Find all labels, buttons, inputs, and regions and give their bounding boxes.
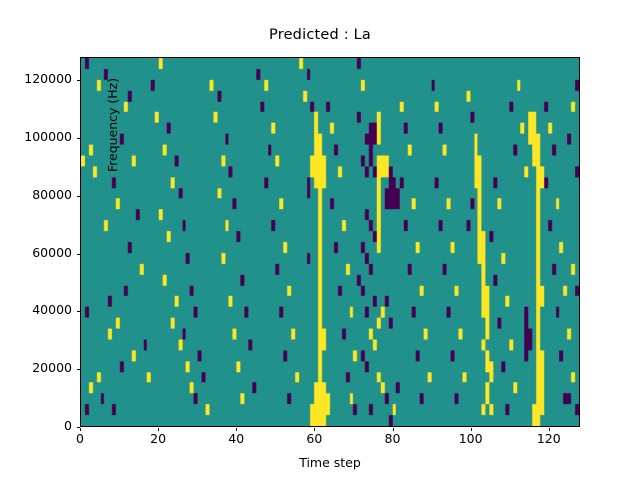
x-axis-tick — [236, 427, 238, 431]
y-axis-tick — [76, 80, 80, 82]
y-axis-tick-label: 40000 — [32, 302, 72, 318]
x-axis-tick — [314, 427, 316, 431]
x-axis-tick-label: 120 — [536, 431, 561, 446]
y-axis-tick — [76, 253, 80, 255]
y-axis-label-wrapper: Frequency (Hz) — [8, 57, 120, 427]
y-axis-label: Frequency (Hz) — [105, 77, 120, 173]
x-axis-tick — [158, 427, 160, 431]
y-axis-tick-label: 100000 — [24, 128, 72, 144]
heatmap-plot-area — [80, 57, 580, 427]
x-axis-label: Time step — [299, 455, 361, 470]
page-title: Predicted : La — [269, 27, 371, 43]
y-axis-tick — [76, 137, 80, 139]
x-axis-tick — [470, 427, 472, 431]
y-axis-tick-label: 60000 — [32, 244, 72, 260]
x-axis-tick-label: 0 — [76, 431, 84, 446]
x-axis-tick — [548, 427, 550, 431]
y-axis-tick — [76, 427, 80, 428]
y-axis-tick — [76, 195, 80, 197]
heatmap-canvas — [81, 58, 579, 426]
x-axis-tick-label: 20 — [150, 431, 167, 446]
y-axis-tick-label: 120000 — [24, 71, 72, 87]
x-axis-tick — [80, 427, 81, 431]
y-axis-tick-label: 20000 — [32, 360, 72, 376]
y-axis-tick — [76, 369, 80, 371]
y-axis-tick-label: 0 — [64, 418, 72, 433]
x-axis-tick-label: 100 — [458, 431, 483, 446]
x-axis-tick — [392, 427, 394, 431]
y-axis-tick — [76, 311, 80, 313]
x-axis-tick-label: 80 — [384, 431, 401, 446]
y-axis-tick-label: 80000 — [32, 186, 72, 202]
x-axis-tick-label: 60 — [306, 431, 323, 446]
x-axis-tick-label: 40 — [228, 431, 245, 446]
